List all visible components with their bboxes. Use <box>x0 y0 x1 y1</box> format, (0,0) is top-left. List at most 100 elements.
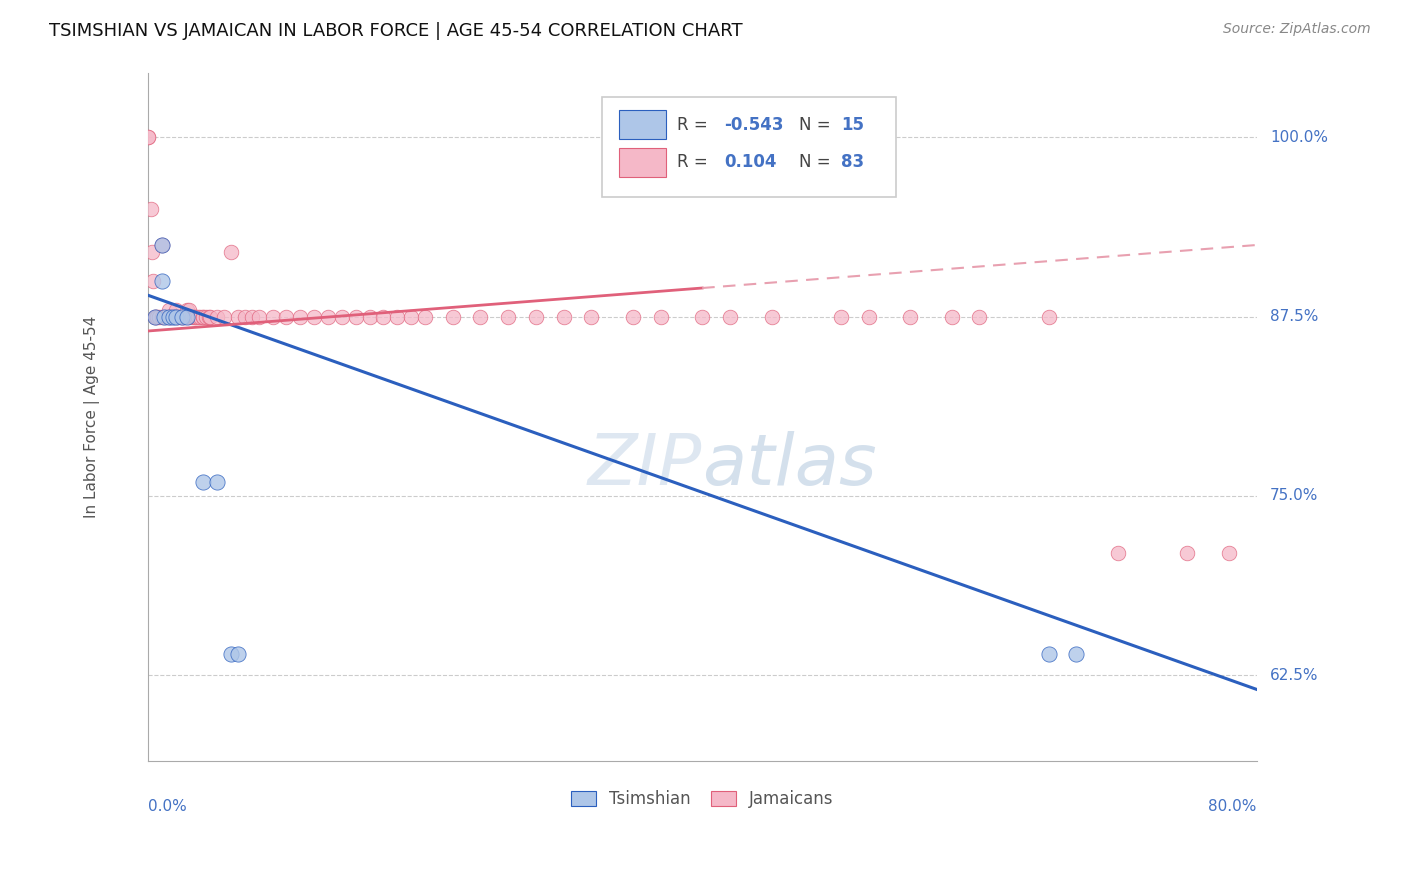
Point <box>290 310 312 324</box>
Point <box>159 310 181 324</box>
Point <box>690 310 713 324</box>
Point <box>145 310 167 324</box>
Point <box>1066 647 1088 661</box>
Point <box>276 310 298 324</box>
Point <box>157 302 180 317</box>
Text: -0.543: -0.543 <box>724 116 785 134</box>
Point <box>173 310 195 324</box>
Point <box>136 130 159 145</box>
Point <box>193 310 215 324</box>
Point <box>553 310 575 324</box>
Point <box>205 310 228 324</box>
Point <box>1175 546 1198 560</box>
Point <box>219 647 242 661</box>
Text: R =: R = <box>676 153 707 171</box>
Point <box>441 310 464 324</box>
Point <box>172 310 194 324</box>
Point <box>193 475 215 489</box>
Point <box>858 310 880 324</box>
Point <box>190 310 212 324</box>
Point <box>198 310 221 324</box>
Point <box>162 310 184 324</box>
Text: ZIP: ZIP <box>588 431 702 500</box>
Text: N =: N = <box>799 116 831 134</box>
Point <box>898 310 921 324</box>
Point <box>621 310 644 324</box>
Point <box>148 310 170 324</box>
Point <box>262 310 284 324</box>
Point <box>247 310 270 324</box>
Point <box>373 310 395 324</box>
Point <box>470 310 492 324</box>
Point <box>761 310 783 324</box>
Point <box>167 310 190 324</box>
Point <box>205 475 228 489</box>
Point <box>1038 647 1060 661</box>
Point <box>172 310 194 324</box>
Text: atlas: atlas <box>702 431 877 500</box>
Point <box>146 310 169 324</box>
Point <box>150 274 173 288</box>
Point <box>718 310 741 324</box>
Point <box>169 310 191 324</box>
Text: 62.5%: 62.5% <box>1270 667 1319 682</box>
Point <box>142 274 165 288</box>
Point <box>1038 310 1060 324</box>
Point <box>179 310 201 324</box>
Point <box>650 310 672 324</box>
Point <box>139 202 162 216</box>
Point <box>150 238 173 252</box>
Point <box>150 238 173 252</box>
Text: 0.0%: 0.0% <box>148 799 187 814</box>
Point <box>150 310 173 324</box>
Point <box>181 310 204 324</box>
Point <box>830 310 852 324</box>
Point <box>143 310 166 324</box>
Point <box>240 310 263 324</box>
Point <box>219 245 242 260</box>
Text: N =: N = <box>799 153 831 171</box>
Point <box>316 310 339 324</box>
FancyBboxPatch shape <box>619 110 665 139</box>
Point <box>186 310 208 324</box>
Point <box>941 310 963 324</box>
Point <box>344 310 367 324</box>
Text: 75.0%: 75.0% <box>1270 489 1319 503</box>
Point <box>183 310 205 324</box>
Text: 83: 83 <box>841 153 863 171</box>
Point <box>212 310 235 324</box>
Point <box>496 310 519 324</box>
Text: 100.0%: 100.0% <box>1270 130 1327 145</box>
Point <box>155 310 177 324</box>
FancyBboxPatch shape <box>602 97 896 197</box>
Point <box>179 302 201 317</box>
Point <box>176 310 198 324</box>
Point <box>359 310 381 324</box>
Point <box>1218 546 1240 560</box>
Point <box>157 310 180 324</box>
Legend: Tsimshian, Jamaicans: Tsimshian, Jamaicans <box>564 783 841 814</box>
Text: 80.0%: 80.0% <box>1208 799 1257 814</box>
Point <box>387 310 409 324</box>
Point <box>143 310 166 324</box>
Point <box>165 302 187 317</box>
Point <box>226 647 249 661</box>
Point <box>150 238 173 252</box>
Point <box>226 310 249 324</box>
FancyBboxPatch shape <box>619 148 665 177</box>
Text: TSIMSHIAN VS JAMAICAN IN LABOR FORCE | AGE 45-54 CORRELATION CHART: TSIMSHIAN VS JAMAICAN IN LABOR FORCE | A… <box>49 22 742 40</box>
Point <box>233 310 256 324</box>
Point <box>195 310 218 324</box>
Point <box>330 310 353 324</box>
Point <box>136 130 159 145</box>
Point <box>187 310 209 324</box>
Point <box>165 310 187 324</box>
Point <box>1107 546 1129 560</box>
Point <box>399 310 422 324</box>
Point <box>160 310 183 324</box>
Point <box>581 310 603 324</box>
Point <box>969 310 991 324</box>
Text: R =: R = <box>676 116 707 134</box>
Point <box>524 310 547 324</box>
Text: Source: ZipAtlas.com: Source: ZipAtlas.com <box>1223 22 1371 37</box>
